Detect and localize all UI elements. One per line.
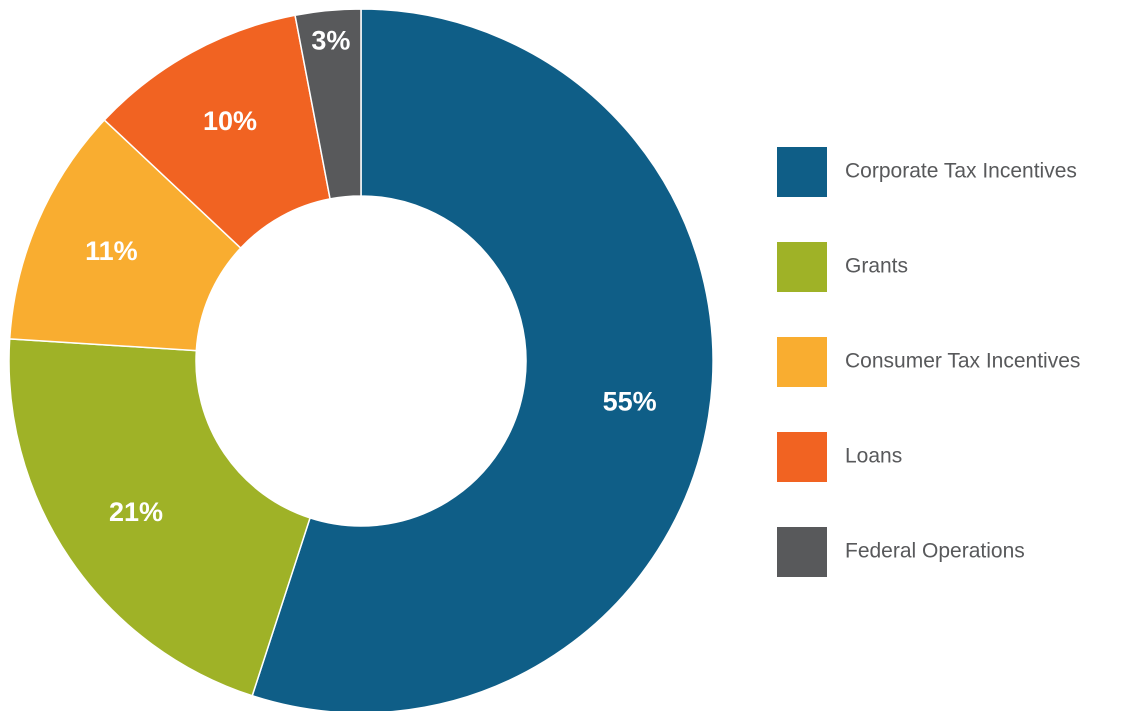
- slice: [103, 14, 331, 250]
- slice-label: 3%: [311, 26, 350, 56]
- legend-label: Corporate Tax Incentives: [845, 160, 1077, 183]
- slice: [8, 118, 242, 352]
- slice-label: 55%: [603, 387, 657, 417]
- legend-label: Federal Operations: [845, 540, 1025, 563]
- slice: [8, 338, 311, 697]
- legend-swatch: [777, 527, 827, 577]
- legend-swatch: [777, 242, 827, 292]
- legend-label: Grants: [845, 255, 908, 278]
- legend-swatch: [777, 147, 827, 197]
- slice-label: 11%: [85, 236, 138, 266]
- slice: [294, 8, 362, 200]
- slice: [251, 8, 714, 711]
- legend-swatch: [777, 337, 827, 387]
- slice-label: 10%: [203, 106, 257, 136]
- slice-label: 21%: [109, 497, 163, 527]
- legend-label: Loans: [845, 445, 902, 468]
- legend-label: Consumer Tax Incentives: [845, 350, 1080, 373]
- legend-swatch: [777, 432, 827, 482]
